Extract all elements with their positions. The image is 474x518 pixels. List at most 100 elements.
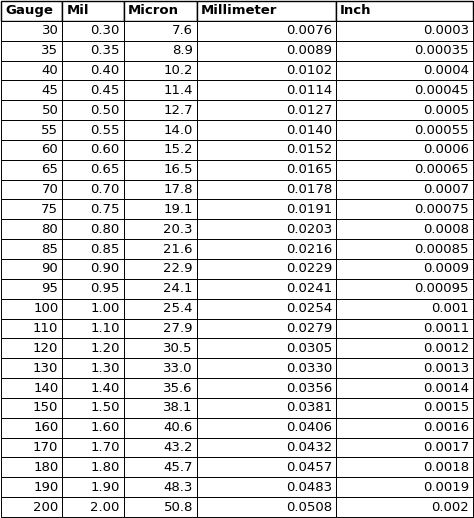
Text: 1.50: 1.50 bbox=[90, 401, 120, 414]
Text: 30: 30 bbox=[42, 24, 58, 37]
Text: 0.90: 0.90 bbox=[91, 263, 120, 276]
Bar bbox=[63, 338, 124, 358]
Bar bbox=[336, 180, 473, 199]
Text: 48.3: 48.3 bbox=[164, 481, 193, 494]
Text: 55: 55 bbox=[41, 123, 58, 137]
Text: 0.0004: 0.0004 bbox=[423, 64, 469, 77]
Bar bbox=[1, 1, 63, 21]
Text: 27.9: 27.9 bbox=[164, 322, 193, 335]
Bar bbox=[197, 160, 336, 180]
Text: 20.3: 20.3 bbox=[164, 223, 193, 236]
Bar bbox=[124, 477, 197, 497]
Text: 40.6: 40.6 bbox=[164, 421, 193, 434]
Text: 140: 140 bbox=[33, 381, 58, 395]
Bar bbox=[1, 497, 63, 517]
Text: 0.0015: 0.0015 bbox=[423, 401, 469, 414]
Text: 150: 150 bbox=[33, 401, 58, 414]
Bar bbox=[124, 259, 197, 279]
Text: 0.60: 0.60 bbox=[91, 143, 120, 156]
Bar bbox=[197, 497, 336, 517]
Text: 160: 160 bbox=[33, 421, 58, 434]
Bar bbox=[124, 378, 197, 398]
Text: 0.0102: 0.0102 bbox=[286, 64, 332, 77]
Bar bbox=[124, 21, 197, 41]
Text: 38.1: 38.1 bbox=[164, 401, 193, 414]
Bar bbox=[124, 438, 197, 457]
Text: 0.0483: 0.0483 bbox=[286, 481, 332, 494]
Text: 60: 60 bbox=[42, 143, 58, 156]
Bar bbox=[124, 80, 197, 100]
Bar bbox=[336, 319, 473, 338]
Bar bbox=[1, 199, 63, 219]
Bar bbox=[336, 477, 473, 497]
Text: 19.1: 19.1 bbox=[164, 203, 193, 216]
Text: 30.5: 30.5 bbox=[164, 342, 193, 355]
Text: 0.002: 0.002 bbox=[431, 500, 469, 513]
Bar bbox=[1, 100, 63, 120]
Text: 0.0191: 0.0191 bbox=[286, 203, 332, 216]
Bar bbox=[197, 120, 336, 140]
Text: 0.0330: 0.0330 bbox=[286, 362, 332, 375]
Bar bbox=[1, 41, 63, 61]
Text: 0.0203: 0.0203 bbox=[286, 223, 332, 236]
Text: 0.0457: 0.0457 bbox=[286, 461, 332, 474]
Bar bbox=[63, 279, 124, 299]
Text: 0.0305: 0.0305 bbox=[286, 342, 332, 355]
Text: 0.0406: 0.0406 bbox=[286, 421, 332, 434]
Bar bbox=[63, 418, 124, 438]
Text: 45.7: 45.7 bbox=[164, 461, 193, 474]
Bar bbox=[1, 21, 63, 41]
Text: 0.70: 0.70 bbox=[91, 183, 120, 196]
Bar bbox=[124, 319, 197, 338]
Text: Micron: Micron bbox=[128, 5, 179, 18]
Text: 0.0254: 0.0254 bbox=[286, 302, 332, 315]
Text: 110: 110 bbox=[33, 322, 58, 335]
Bar bbox=[336, 100, 473, 120]
Text: 0.00075: 0.00075 bbox=[414, 203, 469, 216]
Text: 0.0012: 0.0012 bbox=[423, 342, 469, 355]
Bar bbox=[63, 259, 124, 279]
Bar bbox=[124, 299, 197, 319]
Text: 0.0140: 0.0140 bbox=[286, 123, 332, 137]
Text: 0.0017: 0.0017 bbox=[423, 441, 469, 454]
Bar bbox=[63, 199, 124, 219]
Bar bbox=[336, 299, 473, 319]
Text: 0.0089: 0.0089 bbox=[286, 44, 332, 57]
Bar bbox=[63, 457, 124, 477]
Text: 0.0127: 0.0127 bbox=[286, 104, 332, 117]
Bar bbox=[63, 41, 124, 61]
Bar bbox=[336, 219, 473, 239]
Bar bbox=[63, 80, 124, 100]
Bar bbox=[197, 279, 336, 299]
Bar bbox=[63, 180, 124, 199]
Bar bbox=[124, 199, 197, 219]
Bar bbox=[63, 358, 124, 378]
Text: 0.0356: 0.0356 bbox=[286, 381, 332, 395]
Bar bbox=[1, 319, 63, 338]
Text: 0.0432: 0.0432 bbox=[286, 441, 332, 454]
Bar bbox=[63, 160, 124, 180]
Text: 35: 35 bbox=[41, 44, 58, 57]
Text: 0.0178: 0.0178 bbox=[286, 183, 332, 196]
Bar bbox=[1, 338, 63, 358]
Text: 0.0005: 0.0005 bbox=[423, 104, 469, 117]
Text: 0.0016: 0.0016 bbox=[423, 421, 469, 434]
Bar bbox=[124, 120, 197, 140]
Text: 0.30: 0.30 bbox=[91, 24, 120, 37]
Text: Inch: Inch bbox=[340, 5, 372, 18]
Bar bbox=[197, 319, 336, 338]
Bar bbox=[124, 61, 197, 80]
Text: 7.6: 7.6 bbox=[172, 24, 193, 37]
Text: 0.0008: 0.0008 bbox=[423, 223, 469, 236]
Bar bbox=[1, 457, 63, 477]
Bar bbox=[1, 160, 63, 180]
Text: 0.0013: 0.0013 bbox=[423, 362, 469, 375]
Bar bbox=[336, 120, 473, 140]
Text: 14.0: 14.0 bbox=[164, 123, 193, 137]
Bar bbox=[124, 497, 197, 517]
Bar bbox=[63, 140, 124, 160]
Bar bbox=[336, 199, 473, 219]
Text: 0.0241: 0.0241 bbox=[286, 282, 332, 295]
Bar bbox=[63, 299, 124, 319]
Text: 0.0279: 0.0279 bbox=[286, 322, 332, 335]
